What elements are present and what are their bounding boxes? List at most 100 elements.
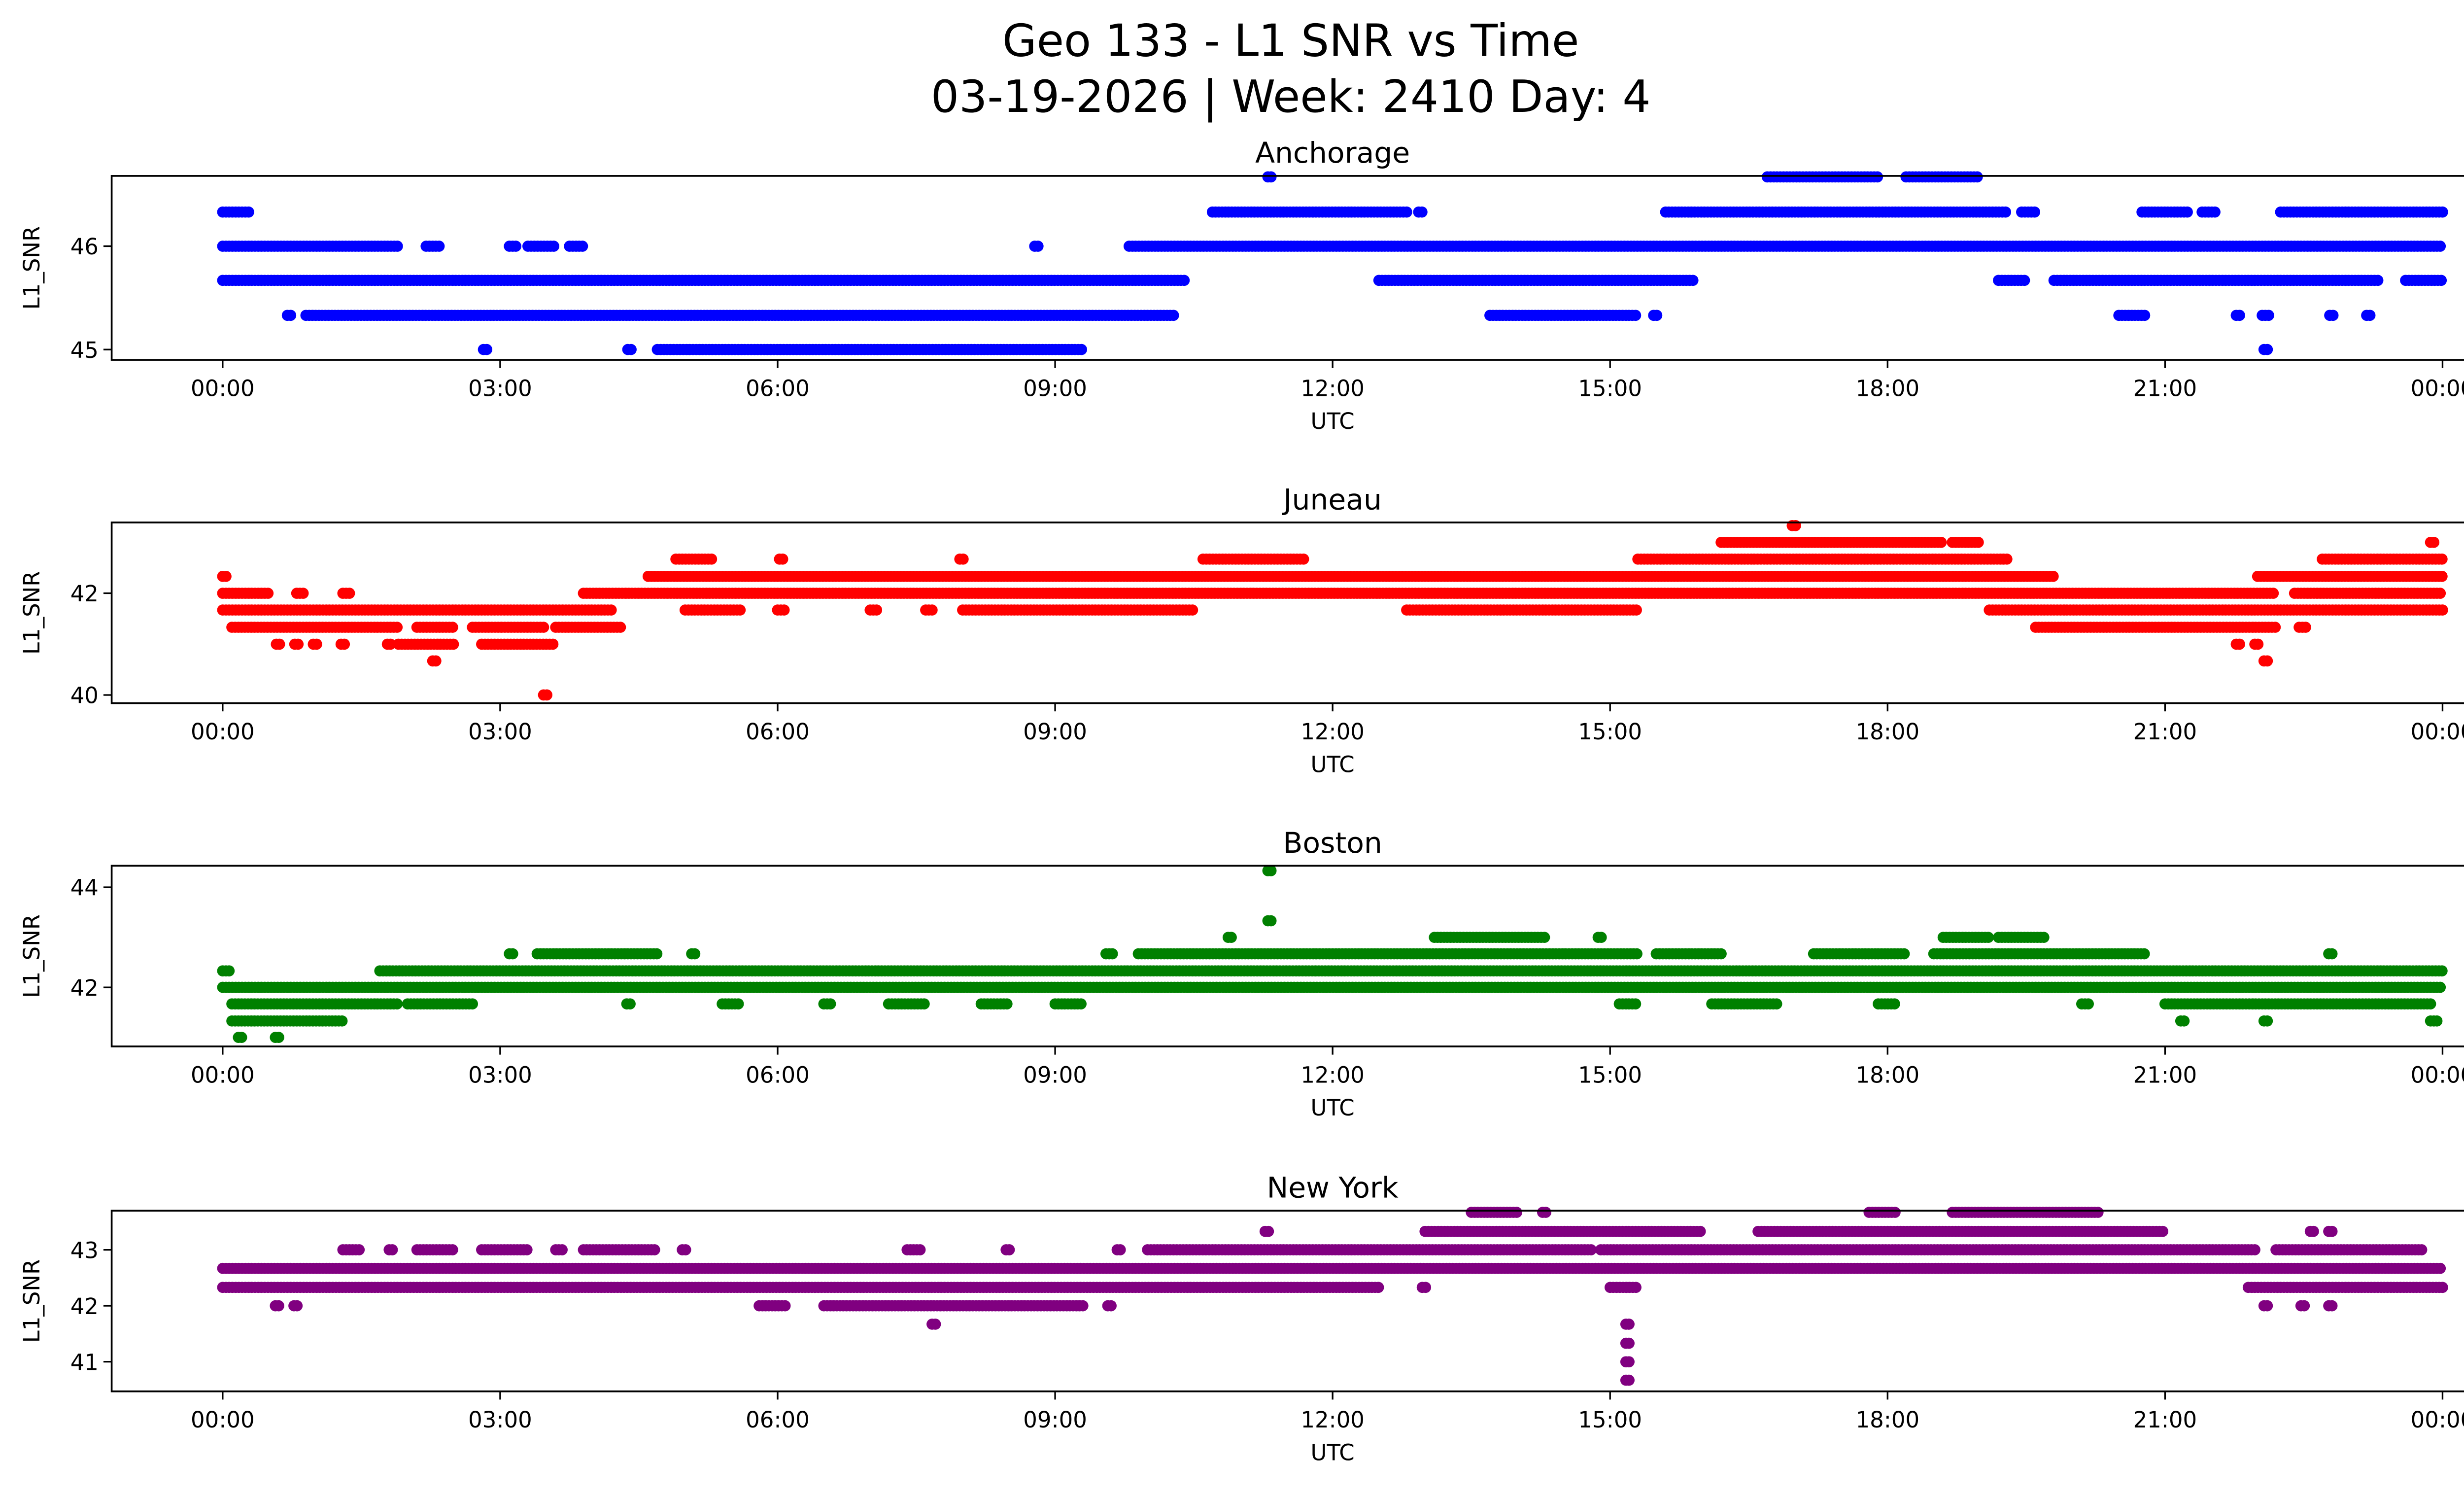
data-point [2372,275,2384,286]
data-point [1265,171,1277,183]
data-point [2234,638,2245,650]
x-tick-label: 09:00 [1023,719,1087,745]
x-tick-label: 15:00 [1578,719,1642,745]
data-point [285,310,297,321]
axes-frame [110,175,2464,361]
data-point [778,604,790,616]
x-tick-label: 00:00 [191,375,255,401]
data-point [2300,622,2311,633]
x-tick-label: 03:00 [468,719,532,745]
data-point [510,241,521,252]
y-axis-label: L1_SNR [19,226,45,310]
data-point [1167,310,1179,321]
x-tick-label: 18:00 [1855,719,1919,745]
scatter-series [217,520,2448,701]
data-point [2234,310,2245,321]
data-point [2437,206,2448,218]
data-point [2048,570,2059,582]
data-point [1298,553,1309,565]
x-tick-label: 15:00 [1578,375,1642,401]
data-point [625,344,637,355]
x-tick-label: 06:00 [746,719,810,745]
data-point [926,604,938,616]
data-point [2327,310,2339,321]
data-point [1972,171,1983,183]
data-point [2435,275,2447,286]
data-point [220,570,232,582]
data-point [391,622,403,633]
y-tick-label: 40 [70,683,99,709]
x-tick-label: 09:00 [1023,375,1087,401]
data-point [2436,553,2448,565]
data-point [2209,206,2221,218]
data-point [223,965,235,977]
x-tick-label: 18:00 [1855,375,1919,401]
data-point [548,241,559,252]
data-point [615,622,626,633]
data-point [651,948,663,960]
data-point [2436,965,2448,977]
x-tick-label: 06:00 [746,375,810,401]
scatter-series [217,171,2448,355]
data-point [2436,570,2448,582]
data-point [311,638,322,650]
figure-title-line2: 03-19-2026 | Week: 2410 Day: 4 [931,71,1651,123]
data-point [1687,275,1699,286]
data-point [1631,604,1642,616]
x-axis-label: UTC [1311,408,1355,434]
data-point [541,689,552,701]
data-point [433,241,445,252]
data-point [2434,588,2446,599]
data-point [297,588,309,599]
data-point [2038,932,2050,943]
data-point [1631,948,1643,960]
data-point [430,655,442,667]
data-point [1265,865,1277,876]
data-point [447,638,459,650]
data-point [1630,310,1642,321]
data-point [577,241,588,252]
x-tick-label: 21:00 [2133,375,2197,401]
data-point [1595,932,1607,943]
data-point [1076,344,1087,355]
data-point [507,948,518,960]
data-point [1187,604,1198,616]
y-tick-label: 42 [70,581,99,607]
data-point [1973,536,1984,548]
data-point [2364,310,2376,321]
y-tick-label: 46 [70,234,99,260]
x-tick-label: 12:00 [1300,375,1365,401]
data-point [2263,310,2274,321]
data-point [243,206,254,218]
x-axis-label: UTC [1311,751,1355,777]
data-point [2182,206,2193,218]
data-point [339,638,350,650]
data-point [1106,948,1118,960]
data-point [292,638,304,650]
figure-title-line1: Geo 133 - L1 SNR vs Time [1002,15,1579,67]
data-point [871,604,883,616]
data-point [958,553,969,565]
data-point [481,344,493,355]
data-point [2029,206,2041,218]
data-point [689,948,701,960]
subplot-title: Juneau [1281,483,1382,516]
data-point [1898,948,1910,960]
data-point [1401,206,1412,218]
data-point [1539,932,1550,943]
x-tick-label: 21:00 [2133,719,2197,745]
data-point [2138,948,2150,960]
data-point [2434,241,2446,252]
scatter-series [217,865,2448,1043]
data-point [2001,553,2013,565]
data-point [2269,622,2281,633]
data-point [2000,206,2012,218]
x-tick-label: 00:00 [2411,375,2464,401]
data-point [1872,171,1883,183]
data-point [538,622,549,633]
data-point [392,241,403,252]
data-point [734,604,746,616]
